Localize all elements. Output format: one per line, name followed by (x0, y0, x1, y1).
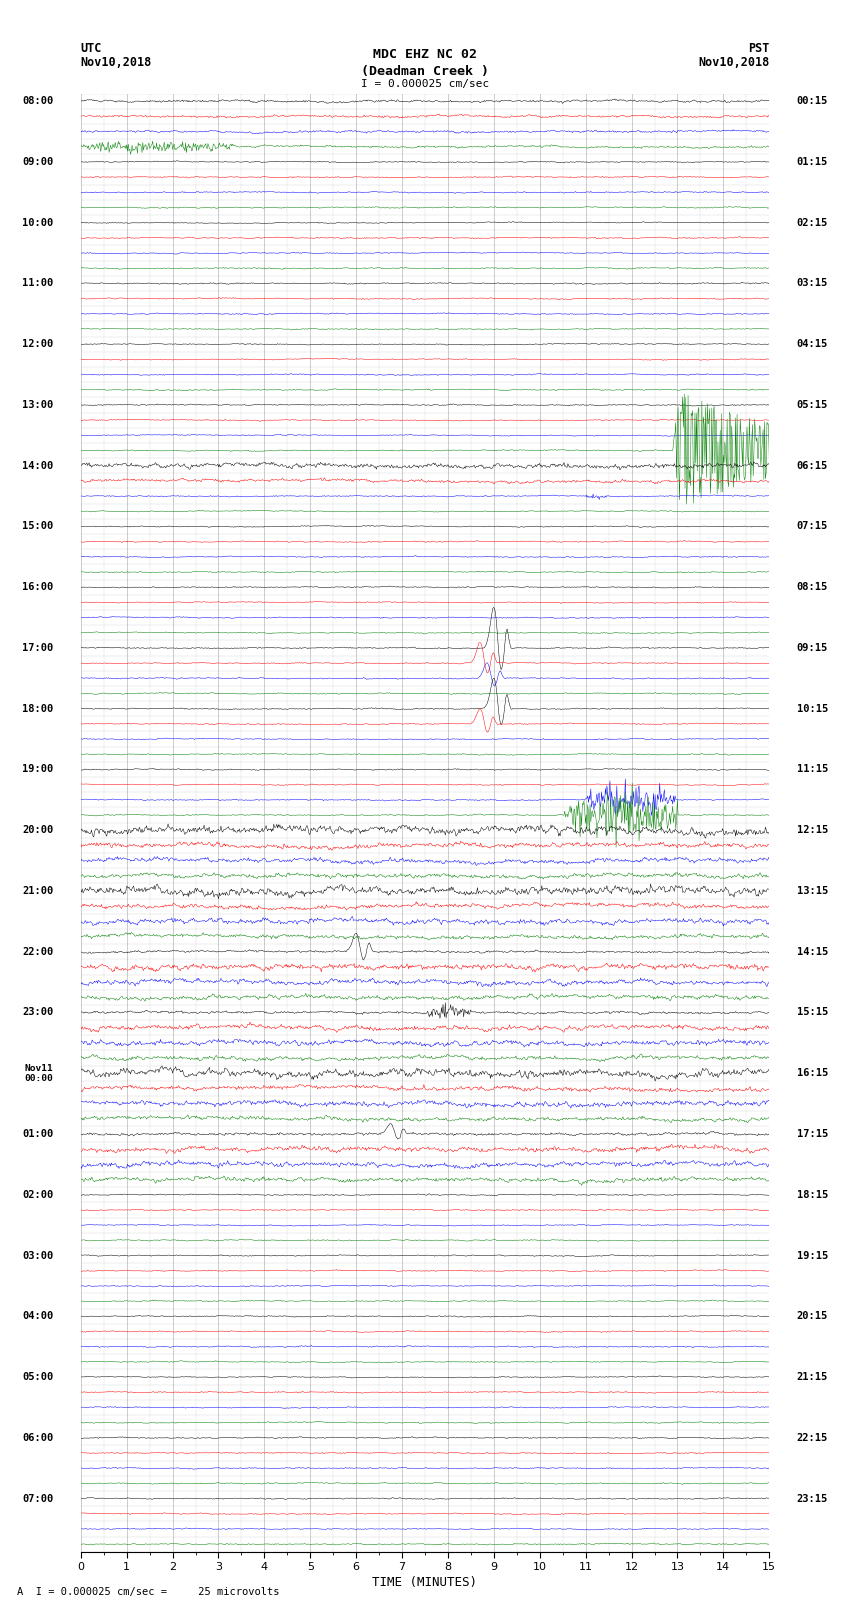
Text: Nov10,2018: Nov10,2018 (698, 56, 769, 69)
Text: 17:15: 17:15 (796, 1129, 828, 1139)
Text: 10:00: 10:00 (22, 218, 54, 227)
Text: 22:00: 22:00 (22, 947, 54, 957)
Text: 17:00: 17:00 (22, 644, 54, 653)
Text: 08:15: 08:15 (796, 582, 828, 592)
Text: 14:00: 14:00 (22, 461, 54, 471)
Text: 19:15: 19:15 (796, 1250, 828, 1260)
Text: (Deadman Creek ): (Deadman Creek ) (361, 65, 489, 77)
Text: 07:15: 07:15 (796, 521, 828, 531)
Text: 01:15: 01:15 (796, 156, 828, 166)
Text: 06:15: 06:15 (796, 461, 828, 471)
Text: 21:15: 21:15 (796, 1373, 828, 1382)
Text: PST: PST (748, 42, 769, 55)
Text: 05:15: 05:15 (796, 400, 828, 410)
Text: 09:00: 09:00 (22, 156, 54, 166)
Text: 22:15: 22:15 (796, 1432, 828, 1442)
Text: 10:15: 10:15 (796, 703, 828, 713)
Text: MDC EHZ NC 02: MDC EHZ NC 02 (373, 48, 477, 61)
Text: 08:00: 08:00 (22, 97, 54, 106)
Text: 09:15: 09:15 (796, 644, 828, 653)
Text: 05:00: 05:00 (22, 1373, 54, 1382)
Text: Nov11
00:00: Nov11 00:00 (25, 1063, 54, 1082)
Text: 23:00: 23:00 (22, 1008, 54, 1018)
Text: Nov10,2018: Nov10,2018 (81, 56, 152, 69)
Text: 02:15: 02:15 (796, 218, 828, 227)
Text: 21:00: 21:00 (22, 886, 54, 895)
Text: 03:15: 03:15 (796, 279, 828, 289)
Text: 04:15: 04:15 (796, 339, 828, 348)
Text: 07:00: 07:00 (22, 1494, 54, 1503)
Text: 16:15: 16:15 (796, 1068, 828, 1077)
Text: 12:00: 12:00 (22, 339, 54, 348)
Text: 23:15: 23:15 (796, 1494, 828, 1503)
Text: 11:00: 11:00 (22, 279, 54, 289)
Text: 19:00: 19:00 (22, 765, 54, 774)
Text: 00:15: 00:15 (796, 97, 828, 106)
Text: I = 0.000025 cm/sec: I = 0.000025 cm/sec (361, 79, 489, 89)
Text: 18:00: 18:00 (22, 703, 54, 713)
Text: 18:15: 18:15 (796, 1190, 828, 1200)
Text: 11:15: 11:15 (796, 765, 828, 774)
Text: 14:15: 14:15 (796, 947, 828, 957)
Text: 20:00: 20:00 (22, 826, 54, 836)
Text: 02:00: 02:00 (22, 1190, 54, 1200)
Text: 03:00: 03:00 (22, 1250, 54, 1260)
Text: A  I = 0.000025 cm/sec =     25 microvolts: A I = 0.000025 cm/sec = 25 microvolts (17, 1587, 280, 1597)
Text: UTC: UTC (81, 42, 102, 55)
Text: 01:00: 01:00 (22, 1129, 54, 1139)
Text: 15:15: 15:15 (796, 1008, 828, 1018)
Text: 20:15: 20:15 (796, 1311, 828, 1321)
Text: 13:15: 13:15 (796, 886, 828, 895)
Text: 16:00: 16:00 (22, 582, 54, 592)
Text: 12:15: 12:15 (796, 826, 828, 836)
Text: 15:00: 15:00 (22, 521, 54, 531)
Text: 04:00: 04:00 (22, 1311, 54, 1321)
Text: 06:00: 06:00 (22, 1432, 54, 1442)
X-axis label: TIME (MINUTES): TIME (MINUTES) (372, 1576, 478, 1589)
Text: 13:00: 13:00 (22, 400, 54, 410)
